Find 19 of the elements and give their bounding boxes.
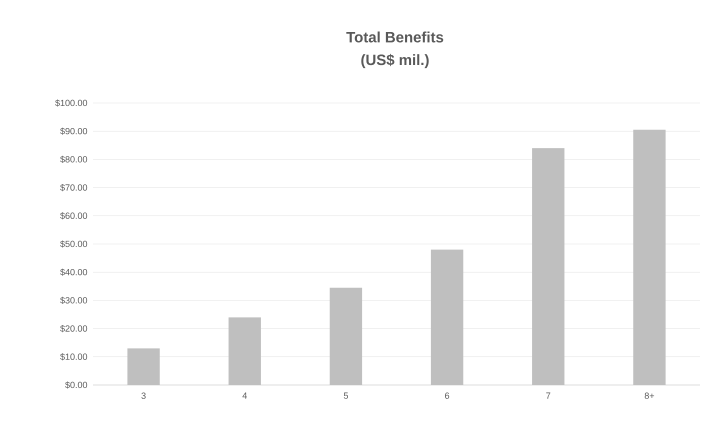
x-tick-label: 5 [344, 392, 348, 399]
x-tick-label: 4 [242, 392, 247, 399]
y-tick-label: $70.00 [60, 184, 88, 192]
y-tick-label: $20.00 [60, 324, 88, 332]
chart-subtitle: (US$ mil.) [361, 54, 429, 68]
y-tick-label: $100.00 [55, 99, 88, 107]
y-tick-label: $50.00 [60, 240, 88, 248]
y-tick-label: $0.00 [65, 381, 88, 389]
x-tick-label: 7 [546, 392, 550, 399]
y-tick-label: $60.00 [60, 212, 88, 220]
y-tick-label: $40.00 [60, 268, 88, 276]
y-tick-label: $30.00 [60, 296, 88, 304]
y-tick-label: $80.00 [60, 156, 88, 164]
x-tick-label: 8+ [644, 392, 654, 399]
x-tick-label: 3 [141, 392, 146, 399]
y-tick-label: $90.00 [60, 128, 88, 135]
y-tick-label: $10.00 [60, 353, 88, 360]
chart-title: Total Benefits [346, 32, 444, 42]
x-tick-label: 6 [445, 392, 450, 399]
